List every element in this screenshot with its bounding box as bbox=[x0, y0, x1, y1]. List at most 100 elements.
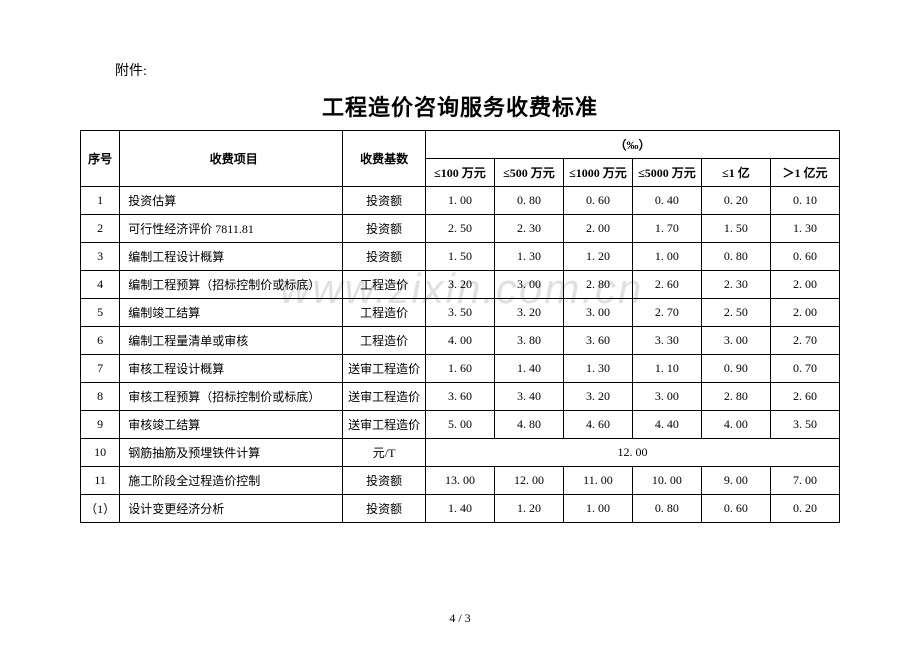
cell-item: 编制竣工结算 bbox=[120, 299, 343, 327]
cell-value: 1. 60 bbox=[425, 355, 494, 383]
cell-item: 审核工程设计概算 bbox=[120, 355, 343, 383]
cell-value: 3. 50 bbox=[425, 299, 494, 327]
cell-seq: 8 bbox=[81, 383, 120, 411]
table-row: 8审核工程预算（招标控制价或标底）送审工程造价3. 603. 403. 203.… bbox=[81, 383, 840, 411]
cell-item: 审核工程预算（招标控制价或标底） bbox=[120, 383, 343, 411]
cell-item: 编制工程预算（招标控制价或标底） bbox=[120, 271, 343, 299]
cell-value: 3. 00 bbox=[632, 383, 701, 411]
cell-value: 2. 70 bbox=[632, 299, 701, 327]
cell-base: 工程造价 bbox=[343, 271, 426, 299]
cell-value: 3. 60 bbox=[563, 327, 632, 355]
cell-value: 2. 70 bbox=[770, 327, 839, 355]
cell-value: 1. 10 bbox=[632, 355, 701, 383]
cell-value: 0. 20 bbox=[701, 187, 770, 215]
cell-seq: 6 bbox=[81, 327, 120, 355]
cell-value: 2. 60 bbox=[632, 271, 701, 299]
cell-value: 3. 30 bbox=[632, 327, 701, 355]
cell-seq: 11 bbox=[81, 467, 120, 495]
fee-table: 序号 收费项目 收费基数 （‰） ≤100 万元 ≤500 万元 ≤1000 万… bbox=[80, 130, 840, 523]
cell-value: 3. 00 bbox=[701, 327, 770, 355]
cell-seq: 3 bbox=[81, 243, 120, 271]
table-row: 1投资估算投资额1. 000. 800. 600. 400. 200. 10 bbox=[81, 187, 840, 215]
cell-value: 2. 30 bbox=[701, 271, 770, 299]
cell-base: 送审工程造价 bbox=[343, 383, 426, 411]
table-row: 11施工阶段全过程造价控制投资额13. 0012. 0011. 0010. 00… bbox=[81, 467, 840, 495]
cell-value: 1. 50 bbox=[701, 215, 770, 243]
cell-value: 2. 80 bbox=[563, 271, 632, 299]
cell-value: 3. 20 bbox=[425, 271, 494, 299]
cell-value: 1. 70 bbox=[632, 215, 701, 243]
attachment-label: 附件: bbox=[115, 60, 840, 80]
cell-value: 0. 90 bbox=[701, 355, 770, 383]
cell-base: 投资额 bbox=[343, 187, 426, 215]
cell-value: 1. 30 bbox=[494, 243, 563, 271]
cell-seq: 4 bbox=[81, 271, 120, 299]
cell-item: 审核竣工结算 bbox=[120, 411, 343, 439]
cell-value: 1. 00 bbox=[632, 243, 701, 271]
cell-base: 工程造价 bbox=[343, 299, 426, 327]
cell-value: 4. 80 bbox=[494, 411, 563, 439]
th-unit-group: （‰） bbox=[425, 131, 839, 159]
cell-value: 1. 20 bbox=[494, 495, 563, 523]
table-row: 10钢筋抽筋及预埋铁件计算元/T12. 00 bbox=[81, 439, 840, 467]
th-col-4: ≤1 亿 bbox=[701, 159, 770, 187]
cell-value: 1. 40 bbox=[425, 495, 494, 523]
cell-base: 投资额 bbox=[343, 495, 426, 523]
cell-value: 10. 00 bbox=[632, 467, 701, 495]
cell-value: 4. 00 bbox=[701, 411, 770, 439]
cell-value: 2. 50 bbox=[701, 299, 770, 327]
cell-base: 投资额 bbox=[343, 215, 426, 243]
th-col-5: ＞1 亿元 bbox=[770, 159, 839, 187]
th-base: 收费基数 bbox=[343, 131, 426, 187]
table-row: 3编制工程设计概算投资额1. 501. 301. 201. 000. 800. … bbox=[81, 243, 840, 271]
table-row: 5编制竣工结算工程造价3. 503. 203. 002. 702. 502. 0… bbox=[81, 299, 840, 327]
table-row: 6编制工程量清单或审核工程造价4. 003. 803. 603. 303. 00… bbox=[81, 327, 840, 355]
cell-item: 编制工程量清单或审核 bbox=[120, 327, 343, 355]
cell-value: 0. 40 bbox=[632, 187, 701, 215]
cell-value: 2. 80 bbox=[701, 383, 770, 411]
cell-value: 1. 00 bbox=[563, 495, 632, 523]
cell-item: 编制工程设计概算 bbox=[120, 243, 343, 271]
cell-base: 投资额 bbox=[343, 467, 426, 495]
cell-value: 1. 20 bbox=[563, 243, 632, 271]
cell-item: 投资估算 bbox=[120, 187, 343, 215]
cell-value: 2. 00 bbox=[770, 299, 839, 327]
cell-value: 0. 20 bbox=[770, 495, 839, 523]
cell-value: 3. 20 bbox=[563, 383, 632, 411]
page-footer: 4 / 3 bbox=[0, 611, 920, 626]
cell-seq: 5 bbox=[81, 299, 120, 327]
cell-value: 0. 80 bbox=[632, 495, 701, 523]
cell-value: 9. 00 bbox=[701, 467, 770, 495]
cell-value: 3. 00 bbox=[494, 271, 563, 299]
cell-seq: 10 bbox=[81, 439, 120, 467]
cell-item: 可行性经济评价 7811.81 bbox=[120, 215, 343, 243]
cell-value: 11. 00 bbox=[563, 467, 632, 495]
cell-value: 7. 00 bbox=[770, 467, 839, 495]
cell-value: 1. 50 bbox=[425, 243, 494, 271]
cell-base: 投资额 bbox=[343, 243, 426, 271]
table-row: （1）设计变更经济分析投资额1. 401. 201. 000. 800. 600… bbox=[81, 495, 840, 523]
cell-value: 3. 20 bbox=[494, 299, 563, 327]
cell-value: 1. 40 bbox=[494, 355, 563, 383]
cell-value: 2. 00 bbox=[563, 215, 632, 243]
table-body: 1投资估算投资额1. 000. 800. 600. 400. 200. 102可… bbox=[81, 187, 840, 523]
cell-base: 工程造价 bbox=[343, 327, 426, 355]
cell-base: 送审工程造价 bbox=[343, 411, 426, 439]
cell-value: 0. 80 bbox=[701, 243, 770, 271]
cell-value: 0. 80 bbox=[494, 187, 563, 215]
th-col-2: ≤1000 万元 bbox=[563, 159, 632, 187]
cell-merged: 12. 00 bbox=[425, 439, 839, 467]
cell-value: 2. 30 bbox=[494, 215, 563, 243]
cell-value: 0. 60 bbox=[770, 243, 839, 271]
cell-value: 0. 10 bbox=[770, 187, 839, 215]
cell-value: 5. 00 bbox=[425, 411, 494, 439]
cell-seq: （1） bbox=[81, 495, 120, 523]
cell-value: 3. 40 bbox=[494, 383, 563, 411]
cell-value: 2. 60 bbox=[770, 383, 839, 411]
th-col-1: ≤500 万元 bbox=[494, 159, 563, 187]
table-row: 9审核竣工结算送审工程造价5. 004. 804. 604. 404. 003.… bbox=[81, 411, 840, 439]
table-row: 4编制工程预算（招标控制价或标底）工程造价3. 203. 002. 802. 6… bbox=[81, 271, 840, 299]
cell-seq: 1 bbox=[81, 187, 120, 215]
cell-value: 3. 00 bbox=[563, 299, 632, 327]
cell-value: 13. 00 bbox=[425, 467, 494, 495]
